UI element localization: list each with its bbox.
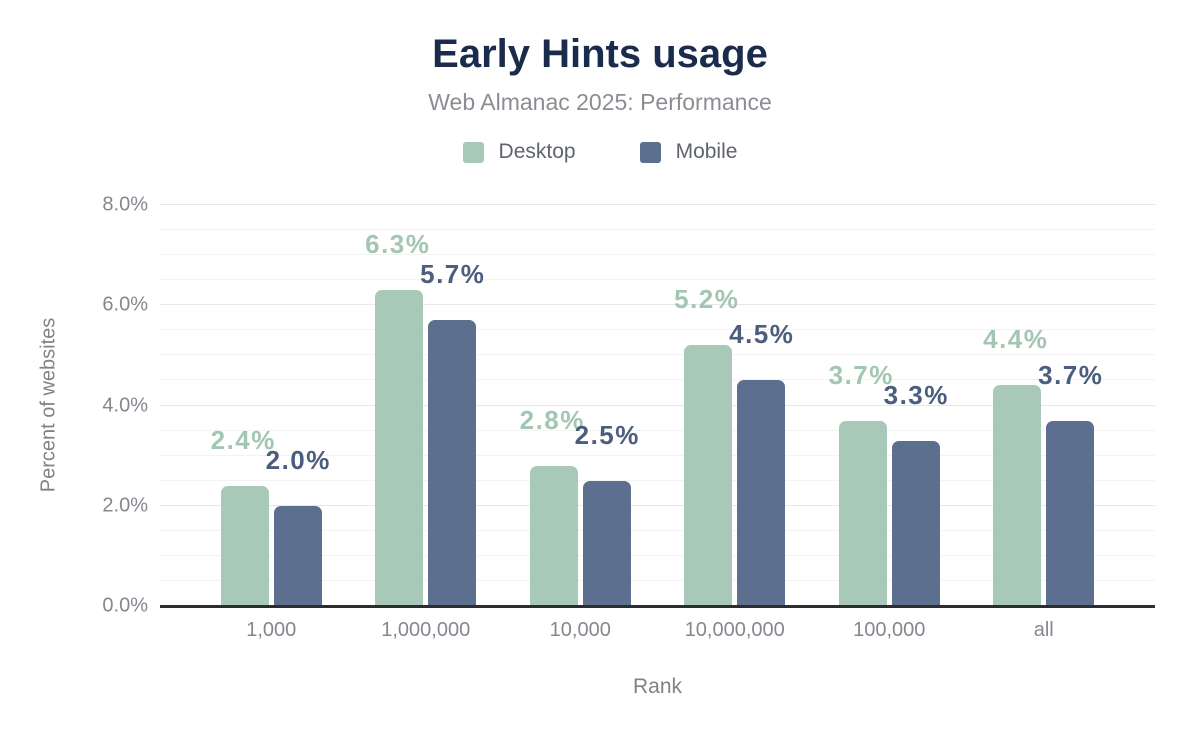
y-tick-label: 0.0% bbox=[102, 594, 148, 617]
bar-group-10-000-000: 5.2% 4.5% bbox=[658, 205, 813, 606]
gridline bbox=[160, 254, 1155, 256]
legend-item-mobile[interactable]: Mobile bbox=[639, 140, 738, 164]
bar-group-10-000: 2.8% 2.5% bbox=[503, 205, 658, 606]
x-axis-title: Rank bbox=[632, 675, 683, 698]
gridline bbox=[160, 554, 1155, 556]
mobile-bar bbox=[273, 505, 322, 606]
x-tick-label: 1,000,000 bbox=[381, 619, 471, 641]
y-tick-label: 4.0% bbox=[102, 394, 148, 416]
mobile-series-swatch bbox=[639, 141, 661, 163]
gridline bbox=[160, 529, 1155, 531]
x-axis-tick-labels: 1,000 1,000,000 10,000 10,000,000 100,000 all bbox=[160, 619, 1155, 642]
mobile-bar bbox=[1046, 420, 1095, 606]
x-tick-label: 1,000 bbox=[246, 619, 297, 641]
mobile-bar-value-label: 3.3% bbox=[883, 379, 949, 410]
mobile-bar bbox=[582, 480, 631, 606]
desktop-bar bbox=[529, 465, 578, 606]
bar-group-1-000-000: 6.3% 5.7% bbox=[349, 205, 504, 606]
mobile-bar bbox=[737, 380, 786, 606]
gridline bbox=[160, 354, 1155, 356]
mobile-bar bbox=[428, 320, 477, 606]
desktop-bar bbox=[838, 420, 887, 606]
desktop-bar-value-label: 4.4% bbox=[983, 324, 1049, 355]
x-tick-label: 10,000,000 bbox=[684, 619, 785, 641]
legend-item-desktop[interactable]: Desktop bbox=[462, 140, 576, 164]
x-tick-label: 10,000 bbox=[549, 619, 611, 641]
desktop-bar bbox=[220, 485, 269, 606]
desktop-bar bbox=[684, 345, 733, 606]
legend-label-mobile: Mobile bbox=[675, 140, 738, 163]
mobile-bar-value-label: 5.7% bbox=[420, 259, 486, 290]
chart-subtitle: Web Almanac 2025: Performance bbox=[428, 89, 772, 115]
y-tick-label: 8.0% bbox=[102, 193, 148, 216]
desktop-bar-value-label: 3.7% bbox=[828, 359, 894, 390]
gridline bbox=[160, 279, 1155, 281]
gridline bbox=[160, 429, 1155, 431]
x-tick-label: all bbox=[1033, 619, 1054, 641]
y-tick-label: 6.0% bbox=[102, 293, 148, 316]
bar-group-1-000: 2.4% 2.0% bbox=[194, 205, 349, 606]
bar-groups: 2.4% 2.0% 6.3% 5.7% 2.8% 2.5% 5.2% 4.5% 3.7% 3.3%… bbox=[160, 205, 1155, 606]
x-axis-line bbox=[160, 605, 1155, 608]
gridline bbox=[160, 579, 1155, 581]
gridline bbox=[160, 329, 1155, 331]
plot-area: 2.4% 2.0% 6.3% 5.7% 2.8% 2.5% 5.2% 4.5% 3.7% 3.3%… bbox=[160, 204, 1155, 608]
gridline bbox=[160, 479, 1155, 481]
gridline bbox=[160, 379, 1155, 381]
mobile-bar-value-label: 4.5% bbox=[729, 319, 795, 350]
gridline bbox=[160, 304, 1155, 306]
desktop-bar-value-label: 6.3% bbox=[365, 229, 431, 260]
gridline bbox=[160, 229, 1155, 231]
desktop-bar-value-label: 2.8% bbox=[519, 404, 585, 435]
gridline bbox=[160, 404, 1155, 406]
desktop-bar-value-label: 5.2% bbox=[674, 284, 740, 315]
desktop-bar-value-label: 2.4% bbox=[210, 424, 276, 455]
gridline bbox=[160, 204, 1155, 205]
desktop-bar bbox=[993, 385, 1042, 606]
y-axis-tick-labels: 0.0% 2.0% 4.0% 6.0% 8.0% bbox=[0, 194, 148, 617]
bar-group-all: 4.4% 3.7% bbox=[967, 205, 1122, 606]
x-tick-label: 100,000 bbox=[853, 619, 926, 641]
desktop-bar bbox=[375, 290, 424, 606]
legend-label-desktop: Desktop bbox=[498, 140, 576, 163]
mobile-bar-value-label: 3.7% bbox=[1038, 359, 1104, 390]
chart-title: Early Hints usage bbox=[432, 32, 768, 76]
bar-group-100-000: 3.7% 3.3% bbox=[812, 205, 967, 606]
gridline bbox=[160, 504, 1155, 506]
gridline bbox=[160, 454, 1155, 456]
legend: Desktop Mobile bbox=[0, 140, 1200, 164]
desktop-series-swatch bbox=[462, 141, 484, 163]
mobile-bar bbox=[891, 440, 940, 606]
mobile-bar-value-label: 2.0% bbox=[265, 444, 331, 475]
y-tick-label: 2.0% bbox=[102, 494, 148, 517]
mobile-bar-value-label: 2.5% bbox=[574, 419, 640, 450]
